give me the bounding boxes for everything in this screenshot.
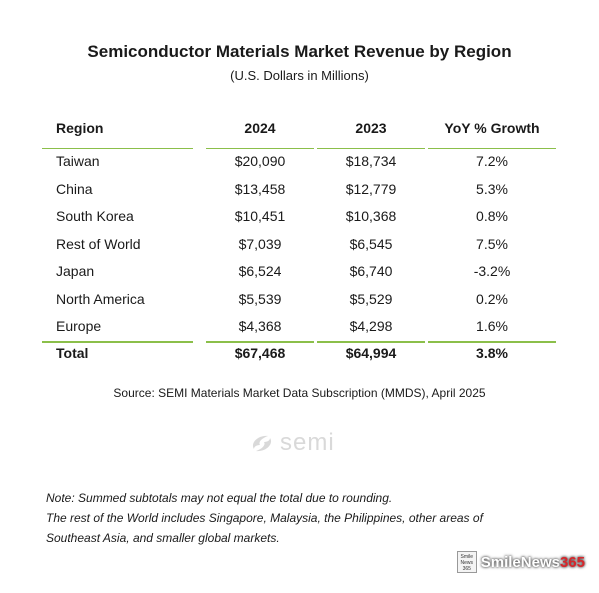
semi-logo: semi [248, 428, 335, 458]
cell-2024: $10,451 [234, 208, 286, 224]
cell-yoy: 5.3% [476, 180, 508, 197]
cell-region: Taiwan [56, 153, 100, 169]
total-2024: $67,468 [234, 345, 286, 361]
cell-2023: $4,298 [349, 318, 393, 334]
table-title: Semiconductor Materials Market Revenue b… [87, 42, 512, 61]
header-2023: 2023 [355, 120, 387, 136]
cell-2024: $4,368 [238, 318, 282, 334]
cell-region: South Korea [56, 208, 134, 224]
cell-yoy: 7.2% [476, 153, 508, 169]
header-rule [206, 148, 314, 149]
note-line: The rest of the World includes Singapore… [46, 511, 483, 525]
cell-2024: $20,090 [234, 153, 286, 169]
cell-2024: $6,524 [238, 263, 282, 279]
header-region: Region [56, 120, 104, 136]
cell-yoy: 0.2% [476, 290, 508, 307]
header-rule [317, 148, 425, 149]
total-rule [317, 341, 425, 343]
cell-2024: $7,039 [238, 235, 282, 252]
semi-logo-text: semi [280, 429, 335, 456]
total-rule [206, 341, 314, 343]
cell-2023: $12,779 [345, 180, 397, 197]
total-rule [428, 341, 556, 343]
watermark: Smile News 365 SmileNews 365 [456, 551, 585, 573]
header-rule [42, 148, 193, 149]
semi-logo-icon [252, 435, 272, 452]
cell-region: Europe [56, 318, 102, 334]
total-rule [42, 341, 193, 343]
source-note: Source: SEMI Materials Market Data Subsc… [113, 386, 486, 400]
cell-2024: $5,539 [238, 290, 282, 307]
note-line: Note: Summed subtotals may not equal the… [46, 491, 393, 505]
cell-region: North America [56, 290, 145, 307]
cell-2023: $10,368 [345, 208, 397, 224]
header-2024: 2024 [244, 120, 276, 136]
cell-2023: $6,545 [349, 235, 393, 252]
header-yoy-growth: YoY % Growth [444, 120, 540, 136]
cell-2023: $5,529 [349, 290, 393, 307]
cell-region: China [56, 180, 93, 197]
note-line: Southeast Asia, and smaller global marke… [46, 531, 280, 545]
cell-yoy: 1.6% [476, 318, 508, 334]
cell-yoy: -3.2% [473, 263, 511, 279]
table-subtitle: (U.S. Dollars in Millions) [230, 68, 369, 83]
header-rule [428, 148, 556, 149]
cell-region: Rest of World [56, 235, 141, 252]
watermark-suffix: 365 [559, 553, 585, 571]
total-yoy: 3.8% [476, 345, 508, 361]
total-2023: $64,994 [345, 345, 397, 361]
cell-yoy: 0.8% [476, 208, 508, 224]
cell-yoy: 7.5% [476, 235, 508, 252]
watermark-badge: Smile News 365 [456, 551, 477, 573]
cell-2024: $13,458 [234, 180, 286, 197]
watermark-name: SmileNews [480, 553, 560, 571]
cell-2023: $6,740 [349, 263, 393, 279]
total-label: Total [56, 345, 89, 361]
cell-2023: $18,734 [345, 153, 397, 169]
cell-region: Japan [56, 263, 95, 279]
